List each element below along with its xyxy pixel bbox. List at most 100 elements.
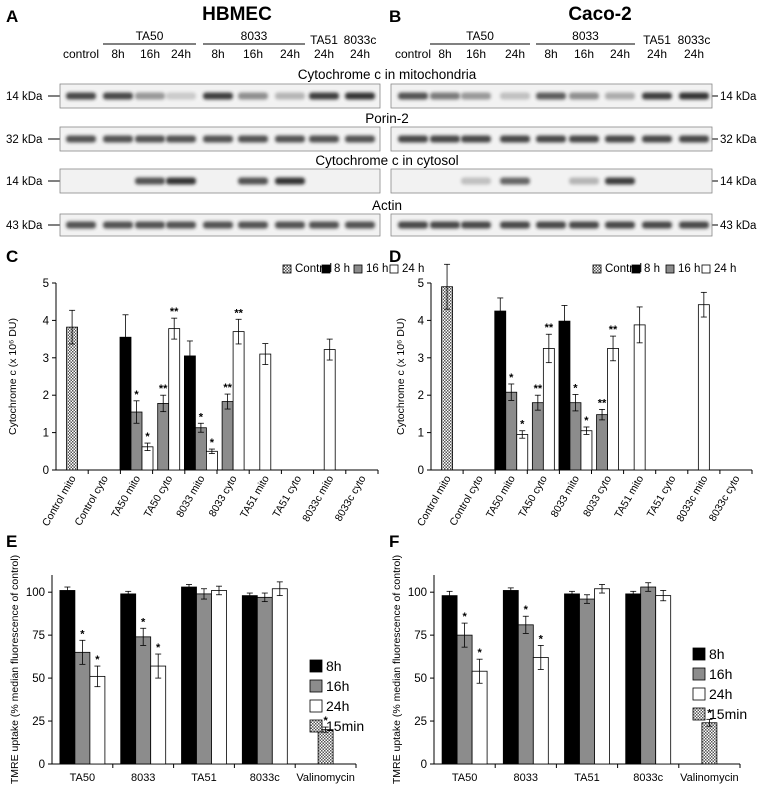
bar-8033-mito-24h [580, 430, 593, 471]
legend-entry: 16h [326, 678, 349, 694]
bar-control-mito-Control [441, 286, 453, 471]
blot-band [103, 92, 133, 100]
bar-ta50-24h [471, 670, 488, 765]
lane-top-label: 8033c [678, 33, 711, 47]
legend-entry: 24 h [714, 263, 736, 275]
bar-control-mito-Control [66, 326, 78, 471]
panel-letter-b: B [389, 7, 401, 26]
blot-row-label: Porin-2 [365, 111, 409, 126]
bar-ta50-16h [456, 634, 473, 765]
blot-title-caco2: Caco-2 [568, 4, 631, 25]
bar-ta51-24h [211, 590, 227, 765]
y-tick-label: 100 [26, 587, 45, 599]
significance-marker: * [584, 415, 589, 427]
bar-ta50-mito-8h [494, 310, 507, 471]
significance-marker: * [520, 419, 525, 431]
panel-letter-c: C [6, 247, 18, 266]
blot-band [642, 92, 672, 100]
y-tick-label: 25 [32, 716, 45, 728]
blot-band [569, 221, 599, 229]
x-category-label: 8033 [131, 772, 155, 784]
blot-band [238, 92, 268, 100]
panel-letter-a: A [6, 7, 18, 26]
legend-swatch [389, 264, 399, 274]
lane-label: 16h [140, 47, 160, 61]
lane-label: 24h [171, 47, 191, 61]
blot-row-label: Actin [372, 198, 402, 213]
blot-band [536, 221, 566, 229]
blot-band [605, 92, 635, 100]
kda-label-left: 43 kDa [6, 220, 43, 232]
y-tick-label: 3 [418, 353, 424, 365]
legend-swatch [692, 667, 706, 681]
lane-label: 8h [438, 47, 451, 61]
significance-marker: * [145, 431, 150, 443]
bar-ta50-cyto-16h [531, 402, 544, 471]
bar-8033c-16h [256, 596, 273, 765]
y-tick-label: 5 [43, 278, 49, 290]
blot-band [500, 135, 530, 143]
blot-band [238, 135, 268, 143]
significance-marker: ** [545, 322, 554, 334]
lane-label: 16h [574, 47, 594, 61]
legend-entry: 15min [709, 706, 747, 722]
chart-e: E 0 25 50 75 100 TMRE uptake (% median fluores… [6, 532, 364, 784]
legend-entry: 16 h [678, 263, 700, 275]
bar-ta50-24h [89, 675, 106, 765]
lane-label: 16h [243, 47, 263, 61]
significance-marker: ** [598, 397, 607, 409]
bar-ta50-cyto-24h [168, 328, 181, 471]
panel-letter-f: F [389, 532, 399, 551]
bar-8033c-mito-24h [323, 349, 336, 471]
legend-entry: 16h [709, 666, 732, 682]
legend-swatch [592, 264, 602, 274]
x-category-label: Control cyto [72, 473, 110, 528]
legend-swatch [309, 699, 323, 713]
bar-8033-cyto-16h [596, 414, 608, 471]
blot-band [345, 135, 375, 143]
blot-band [275, 177, 305, 185]
lane-label: 24h [314, 47, 334, 61]
x-category-label: 8033c [633, 772, 663, 784]
y-tick-label: 3 [43, 353, 49, 365]
bar-ta51-mito-24h [633, 324, 646, 471]
significance-marker: ** [223, 382, 232, 394]
blot-membrane [59, 168, 381, 194]
legend-entry: 8h [326, 658, 342, 674]
x-category-label: 8033 mito [174, 473, 208, 519]
y-tick-label: 2 [418, 390, 424, 402]
legend-entry: 8h [709, 646, 725, 662]
bar-8033c-8h [625, 593, 642, 765]
bar-8033c-24h [655, 595, 672, 765]
x-category-label: 8033 cyto [207, 473, 240, 519]
blot-band [500, 221, 530, 229]
blot-band [642, 135, 672, 143]
x-category-label: 8033 [514, 772, 538, 784]
blot-band [569, 135, 599, 143]
blot-band [430, 221, 460, 229]
x-category-label: TA51 [574, 772, 599, 784]
bar-8033-mito-8h [558, 320, 571, 471]
blot-band [461, 221, 491, 229]
x-category-label: Control cyto [447, 473, 485, 528]
blot-band [66, 221, 96, 229]
bar-8033c-mito-24h [697, 304, 710, 471]
bar-ta50-8h [59, 590, 76, 765]
x-category-label: Valinomycin [296, 772, 355, 784]
chart-f: F 0 25 50 75 100 TMRE uptake (% median fluores… [389, 532, 747, 784]
bar-8033-mito-24h [205, 450, 218, 471]
blot-rows: Cytochrome c in mitochondria 14 kDa 14 kDa… [6, 67, 757, 237]
kda-label-right: 14 kDa [720, 176, 757, 188]
legend-entry: 15min [326, 718, 364, 734]
y-tick-label: 0 [43, 465, 49, 477]
blot-band [166, 92, 196, 100]
blot-band [642, 221, 672, 229]
x-category-label: Valinomycin [680, 772, 739, 784]
legend-entry: 8 h [334, 263, 350, 275]
bar-ta51-16h [579, 598, 595, 765]
blot-band [275, 221, 305, 229]
blot-band [309, 221, 339, 229]
blot-band [679, 135, 709, 143]
lane-label: 24h [280, 47, 300, 61]
